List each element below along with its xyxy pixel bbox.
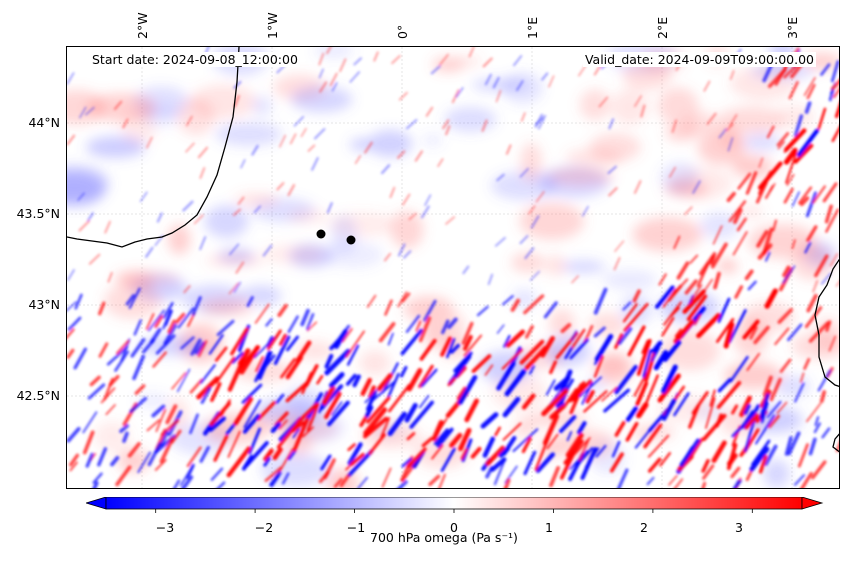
colorbar-gradient [105,497,803,510]
omega-stripes [67,47,839,488]
lon-tick-label: 3°E [785,16,800,39]
background-wash [67,47,839,488]
colorbar-label: 700 hPa omega (Pa s⁻¹) [370,530,518,545]
map-panel [66,46,840,489]
coastline [67,47,839,453]
colorbar-tick-label: −1 [346,520,366,535]
lon-tick-label: 2°W [135,12,150,39]
lat-tick-label: 42.5°N [16,388,60,403]
omega-field [67,47,839,488]
colorbar-tick-label: 1 [545,520,553,535]
colorbar-tick-label: −2 [254,520,274,535]
valid-date-label: Valid_date: 2024-09-09T09:00:00.00 [582,52,816,67]
colorbar-min-extend [86,497,107,510]
station-point [316,229,326,239]
lon-tick-label: 1°W [265,12,280,39]
station-point [346,235,356,245]
lat-tick-label: 43°N [28,297,60,312]
lat-tick-label: 43.5°N [16,206,60,221]
station-markers [316,229,356,245]
colorbar-tick-label: −3 [155,520,175,535]
colorbar-tick-label: 0 [450,520,458,535]
lon-tick-label: 0° [395,24,410,39]
lon-tick-label: 1°E [525,16,540,39]
lat-tick-label: 44°N [28,115,60,130]
start-date-label: Start date: 2024-09-08_12:00:00 [90,52,300,67]
colorbar-tick-label: 2 [640,520,648,535]
colorbar [86,497,824,513]
colorbar-tick-label: 3 [735,520,743,535]
lon-tick-label: 2°E [655,16,670,39]
colorbar-max-extend [801,497,824,510]
